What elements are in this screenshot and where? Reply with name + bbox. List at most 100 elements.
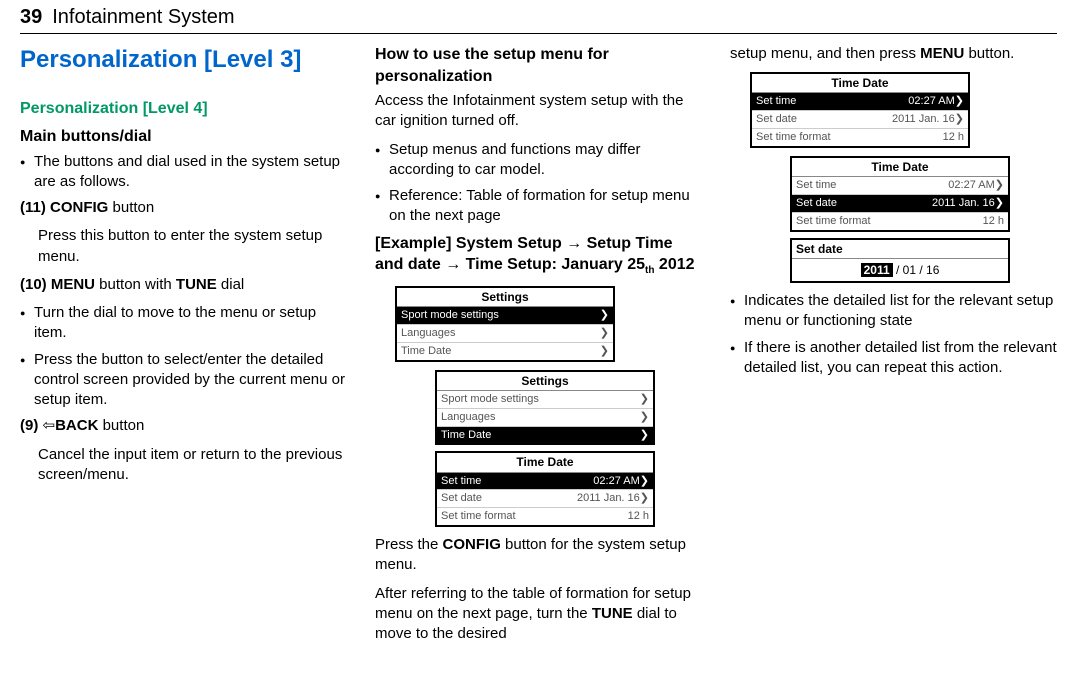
row-value-text: 2011 Jan. 16 [892, 113, 955, 125]
chevron-right-icon: ❯ [600, 326, 609, 341]
press-config-para: Press the CONFIG button for the system s… [375, 535, 702, 576]
screen-row-selected: Set time02:27 AM❯ [437, 473, 653, 491]
setdate-screen: Set date 2011 / 01 / 16 [790, 238, 1010, 283]
chevron-right-icon: ❯ [600, 308, 609, 323]
bullet-item: Press the button to select/enter the det… [20, 350, 347, 411]
screenshot-group: Time Date Set time02:27 AM❯ Set date2011… [790, 156, 1057, 283]
example-heading: [Example] System Setup → Setup Time and … [375, 233, 702, 278]
how-to-heading: How to use the setup menu for personaliz… [375, 44, 702, 87]
date-rest: / 01 / 16 [893, 263, 940, 277]
screen-row: Sport mode settings❯ [437, 391, 653, 409]
screen-row: Set time format 12 h [437, 508, 653, 525]
back-arrow-icon: ⇦ [43, 417, 56, 434]
chevron-right-icon: ❯ [640, 410, 649, 425]
row-value-text: 12 h [943, 130, 964, 145]
example-text: [Example] System Setup → Setup Time and … [375, 235, 673, 274]
screen-row-selected: Set time 02:27 AM❯ [752, 93, 968, 111]
row-value: 02:27 AM❯ [908, 94, 964, 109]
chevron-right-icon: ❯ [995, 197, 1004, 209]
text: Press the [375, 536, 443, 553]
item-10-num: (10) [20, 276, 51, 293]
tune-inline: TUNE [592, 605, 633, 622]
row-label: Sport mode settings [401, 308, 499, 323]
row-value-text: 2011 Jan. 16 [932, 197, 995, 209]
bullet-item: Turn the dial to move to the menu or set… [20, 303, 347, 344]
screen-row: Set time format12 h [792, 213, 1008, 230]
row-label: Set date [441, 491, 482, 506]
row-label: Time Date [441, 428, 491, 443]
row-label: Set time format [756, 130, 831, 145]
screen-title: Time Date [752, 74, 968, 93]
row-value-text: 02:27 AM [908, 95, 954, 107]
button-suffix: button [108, 199, 154, 216]
chevron-right-icon: ❯ [955, 113, 964, 125]
row-label: Set date [796, 196, 837, 211]
screen-row: Set time format 12 h [752, 129, 968, 146]
bullet-item: Setup menus and functions may differ acc… [375, 140, 702, 181]
settings-screen-1: Settings Sport mode settings ❯ Languages ❯… [395, 286, 615, 362]
menu-label: MENU [51, 276, 95, 293]
heading-level4: Personalization [Level 4] [20, 98, 347, 120]
row-label: Set time [796, 178, 836, 193]
paragraph: Access the Infotainment system setup wit… [375, 91, 702, 132]
dial-suffix: dial [217, 276, 245, 293]
row-value: 2011 Jan. 16❯ [892, 112, 964, 127]
screen-row: Set date 2011 Jan. 16❯ [437, 490, 653, 508]
item-11-heading: (11) CONFIG button [20, 198, 347, 218]
config-inline: CONFIG [443, 536, 501, 553]
main-buttons-heading: Main buttons/dial [20, 126, 347, 148]
menu-inline: MENU [920, 45, 964, 62]
screen-row: Languages ❯ [437, 409, 653, 427]
heading-level3: Personalization [Level 3] [20, 44, 347, 76]
screen-row-selected: Set date 2011 Jan. 16❯ [792, 195, 1008, 213]
row-value: 02:27 AM❯ [948, 178, 1004, 193]
example-year: 2012 [654, 256, 694, 273]
row-value: 2011 Jan. 16❯ [932, 196, 1004, 211]
chevron-right-icon: ❯ [995, 179, 1004, 191]
item-11-num: (11) [20, 199, 50, 216]
row-label: Languages [401, 326, 455, 341]
row-value: 2011 Jan. 16❯ [577, 491, 649, 506]
bullet-item: Indicates the detailed list for the rele… [730, 291, 1057, 332]
chevron-right-icon: ❯ [640, 392, 649, 407]
content-columns: Personalization [Level 3] Personalizatio… [20, 44, 1057, 652]
continuation-para: setup menu, and then press MENU button. [730, 44, 1057, 64]
screen-row: Set date2011 Jan. 16❯ [752, 111, 968, 129]
bullet-list: Indicates the detailed list for the rele… [730, 291, 1057, 378]
bullet-item: Reference: Table of formation for setup … [375, 186, 702, 227]
column-1: Personalization [Level 3] Personalizatio… [20, 44, 347, 652]
row-label: Set time format [441, 509, 516, 524]
chevron-right-icon: ❯ [955, 95, 964, 107]
row-value-text: 2011 Jan. 16 [577, 492, 640, 504]
row-label: Time Date [401, 344, 451, 359]
timedate-screen-b: Time Date Set time02:27 AM❯ Set date2011… [790, 156, 1010, 232]
screenshot-group: Time Date Set time 02:27 AM❯ Set date2011… [750, 72, 1057, 148]
row-label: Languages [441, 410, 495, 425]
bullet-list: Setup menus and functions may differ acc… [375, 140, 702, 227]
chevron-right-icon: ❯ [640, 492, 649, 504]
screen-title: Settings [397, 288, 613, 307]
item-9-desc: Cancel the input item or return to the p… [20, 445, 347, 486]
bullet-list: The buttons and dial used in the system … [20, 152, 347, 193]
screen-title: Settings [437, 372, 653, 391]
config-label: CONFIG [50, 199, 108, 216]
year-highlight: 2011 [861, 263, 893, 277]
row-value-text: 12 h [628, 509, 649, 524]
timedate-screen: Time Date Set time02:27 AM❯ Set date2011… [435, 451, 655, 527]
item-9-num: (9) [20, 417, 43, 434]
row-value-text: 12 h [983, 214, 1004, 229]
page-number: 39 [20, 6, 42, 29]
screen-title: Set date [792, 240, 1008, 259]
screen-row: Set time 02:27 AM❯ [792, 177, 1008, 195]
row-value-text: 02:27 AM [593, 475, 639, 487]
tune-label: TUNE [176, 276, 217, 293]
after-refer-para: After referring to the table of formatio… [375, 584, 702, 645]
row-label: Set time [756, 94, 796, 109]
row-value-text: 02:27 AM [948, 179, 994, 191]
page-header: 39 Infotainment System [20, 0, 1057, 34]
screenshot-group: Settings Sport mode settings ❯ Languages ❯… [395, 286, 702, 362]
chevron-right-icon: ❯ [600, 344, 609, 359]
text: button. [964, 45, 1014, 62]
item-9-heading: (9) ⇦BACK button [20, 416, 347, 436]
row-value: 02:27 AM❯ [593, 474, 649, 489]
